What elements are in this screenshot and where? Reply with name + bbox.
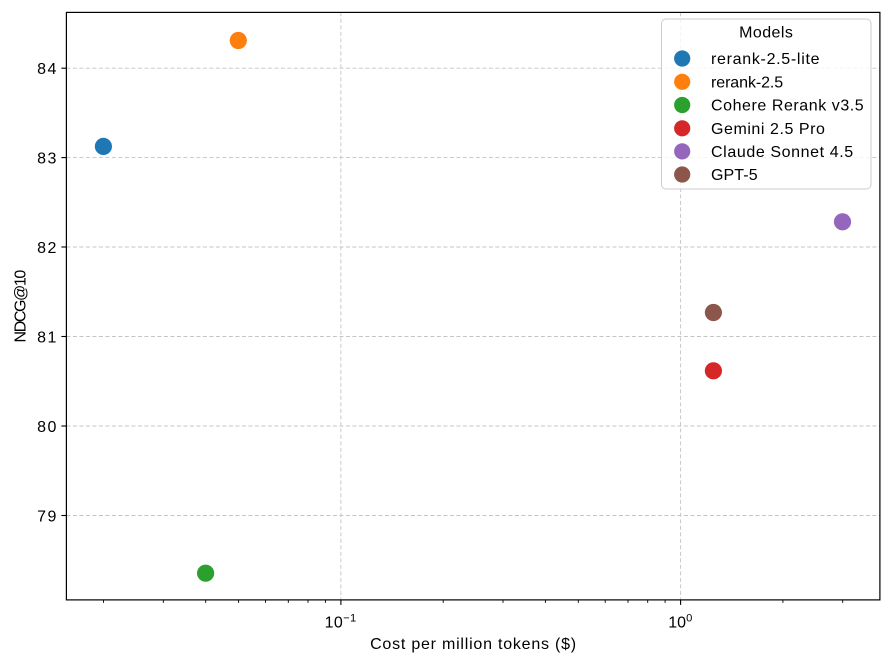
- svg-text:Models: Models: [739, 25, 793, 42]
- svg-text:81: 81: [37, 329, 56, 346]
- svg-text:rerank-2.5-lite: rerank-2.5-lite: [711, 51, 820, 68]
- svg-text:Claude Sonnet 4.5: Claude Sonnet 4.5: [711, 144, 853, 161]
- svg-text:83: 83: [37, 150, 56, 167]
- svg-text:84: 84: [37, 61, 56, 78]
- svg-text:NDCG@10: NDCG@10: [12, 270, 29, 343]
- svg-text:Cohere Rerank v3.5: Cohere Rerank v3.5: [711, 98, 864, 115]
- svg-text:Cost per million tokens ($): Cost per million tokens ($): [370, 636, 576, 653]
- svg-text:82: 82: [37, 240, 56, 257]
- svg-text:80: 80: [37, 419, 56, 436]
- svg-text:79: 79: [37, 508, 56, 525]
- svg-text:GPT-5: GPT-5: [711, 167, 758, 184]
- svg-text:rerank-2.5: rerank-2.5: [711, 75, 783, 92]
- svg-text:Gemini 2.5 Pro: Gemini 2.5 Pro: [711, 121, 825, 138]
